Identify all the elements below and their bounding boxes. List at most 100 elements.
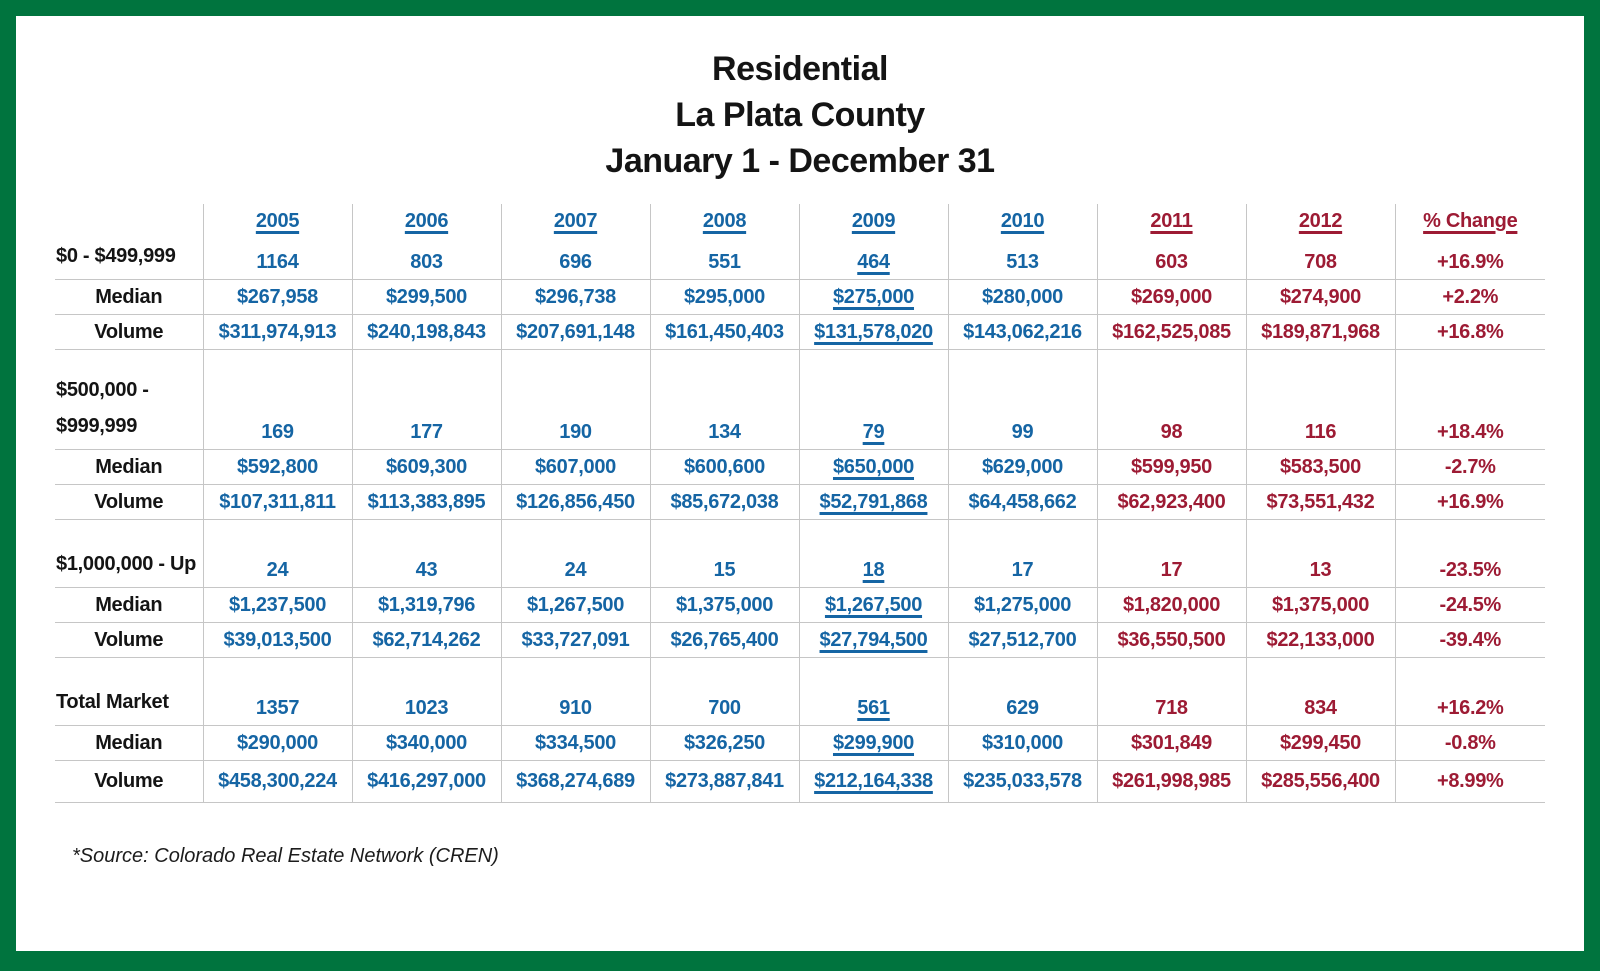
data-value: +16.8% — [1436, 320, 1504, 343]
data-cell: $609,300 — [352, 449, 502, 485]
row-label: Volume — [55, 760, 204, 803]
row-label: Median — [55, 725, 204, 761]
data-cell: $274,900 — [1246, 279, 1396, 315]
column-header-label: 2007 — [553, 209, 598, 232]
data-value: $650,000 — [832, 455, 915, 478]
data-value: 79 — [862, 421, 885, 443]
data-value: 718 — [1155, 697, 1188, 719]
data-value: 24 — [266, 559, 289, 581]
data-cell: 551 — [650, 238, 800, 280]
data-value: 1164 — [256, 251, 299, 273]
table-row: Volume $311,974,913 $240,198,843 $207,691,1… — [55, 314, 1545, 350]
data-cell: $1,375,000 — [650, 587, 800, 623]
data-value: $240,198,843 — [367, 320, 486, 343]
data-cell: $340,000 — [352, 725, 502, 761]
data-cell: $326,250 — [650, 725, 800, 761]
data-cell: $310,000 — [948, 725, 1098, 761]
data-cell: 24 — [203, 519, 353, 588]
data-cell: $1,267,500 — [501, 587, 651, 623]
data-cell: $22,133,000 — [1246, 622, 1396, 658]
data-cell: -23.5% — [1395, 519, 1545, 588]
table-row: Median $290,000 $340,000 $334,500 $326,250 $2… — [55, 725, 1545, 761]
data-value: $299,900 — [832, 731, 915, 754]
row-label: Median — [55, 587, 204, 623]
data-cell: $599,950 — [1097, 449, 1247, 485]
data-value: 1357 — [255, 697, 300, 719]
data-cell: $207,691,148 — [501, 314, 651, 350]
data-value: $290,000 — [236, 731, 319, 754]
data-value: 98 — [1160, 421, 1183, 443]
data-value: -39.4% — [1439, 628, 1502, 651]
data-cell: $275,000 — [799, 279, 949, 315]
data-cell: 718 — [1097, 657, 1247, 726]
data-value: $62,923,400 — [1117, 490, 1226, 513]
column-header-2007: 2007 — [501, 204, 651, 238]
data-cell: +16.8% — [1395, 314, 1545, 350]
data-cell: $27,512,700 — [948, 622, 1098, 658]
data-cell: $267,958 — [203, 279, 353, 315]
data-value: 17 — [1160, 559, 1183, 581]
band-label-line: $1,000,000 - Up — [56, 553, 197, 575]
data-cell: +2.2% — [1395, 279, 1545, 315]
data-cell: -24.5% — [1395, 587, 1545, 623]
data-value: $212,164,338 — [814, 770, 933, 792]
data-value: $275,000 — [832, 285, 915, 308]
data-value: 513 — [1006, 251, 1039, 273]
data-cell: $280,000 — [948, 279, 1098, 315]
column-header-2009: 2009 — [799, 204, 949, 238]
column-header-label: 2008 — [702, 209, 747, 232]
data-cell: +16.2% — [1395, 657, 1545, 726]
column-header--change: % Change — [1395, 204, 1545, 238]
data-cell: $107,311,811 — [203, 484, 353, 520]
data-cell: $26,765,400 — [650, 622, 800, 658]
data-value: $1,237,500 — [228, 593, 327, 616]
data-value: $416,297,000 — [367, 770, 486, 792]
data-value: +2.2% — [1442, 285, 1499, 308]
report-title: Residential La Plata County January 1 - … — [16, 46, 1584, 184]
market-stats-table: 2005 2006 2007 2008 2009 2010 2011 2012 % Change… — [55, 204, 1545, 803]
table-row: Median $267,958 $299,500 $296,738 $295,000 $2… — [55, 279, 1545, 315]
data-cell: $629,000 — [948, 449, 1098, 485]
data-cell: $269,000 — [1097, 279, 1247, 315]
column-header-label: 2009 — [851, 209, 896, 232]
data-value: $162,525,085 — [1112, 320, 1231, 343]
data-value: +16.9% — [1436, 251, 1504, 273]
year-header-row: 2005 2006 2007 2008 2009 2010 2011 2012 % Change — [55, 204, 1545, 238]
data-value: $207,691,148 — [516, 320, 635, 343]
data-cell: 910 — [501, 657, 651, 726]
data-value: $269,000 — [1130, 285, 1213, 308]
data-cell: +16.9% — [1395, 484, 1545, 520]
data-cell: $592,800 — [203, 449, 353, 485]
data-value: $26,765,400 — [670, 628, 779, 651]
data-value: $340,000 — [385, 731, 468, 754]
data-value: $62,714,262 — [372, 628, 481, 651]
data-cell: $416,297,000 — [352, 760, 502, 803]
data-cell: $295,000 — [650, 279, 800, 315]
data-cell: $189,871,968 — [1246, 314, 1396, 350]
data-cell: $1,275,000 — [948, 587, 1098, 623]
data-cell: $85,672,038 — [650, 484, 800, 520]
row-label: Volume — [55, 484, 204, 520]
data-value: 803 — [410, 251, 443, 273]
data-value: $113,383,895 — [367, 490, 486, 513]
data-value: $126,856,450 — [516, 490, 635, 513]
data-cell: 696 — [501, 238, 651, 280]
column-header-label: % Change — [1423, 209, 1518, 232]
data-cell: +16.9% — [1395, 238, 1545, 280]
row-label: Median — [55, 279, 204, 315]
band-label-line: $500,000 - — [56, 379, 149, 401]
data-cell: $240,198,843 — [352, 314, 502, 350]
data-cell: $290,000 — [203, 725, 353, 761]
data-value: $52,791,868 — [819, 490, 928, 513]
data-value: $599,950 — [1130, 455, 1213, 478]
data-cell: $650,000 — [799, 449, 949, 485]
data-value: $1,375,000 — [675, 593, 774, 616]
data-cell: $301,849 — [1097, 725, 1247, 761]
data-cell: 603 — [1097, 238, 1247, 280]
data-cell: 98 — [1097, 349, 1247, 450]
data-cell: $1,267,500 — [799, 587, 949, 623]
band-label-line: Total Market — [56, 691, 169, 713]
data-cell: $62,923,400 — [1097, 484, 1247, 520]
data-cell: $368,274,689 — [501, 760, 651, 803]
data-cell: $33,727,091 — [501, 622, 651, 658]
